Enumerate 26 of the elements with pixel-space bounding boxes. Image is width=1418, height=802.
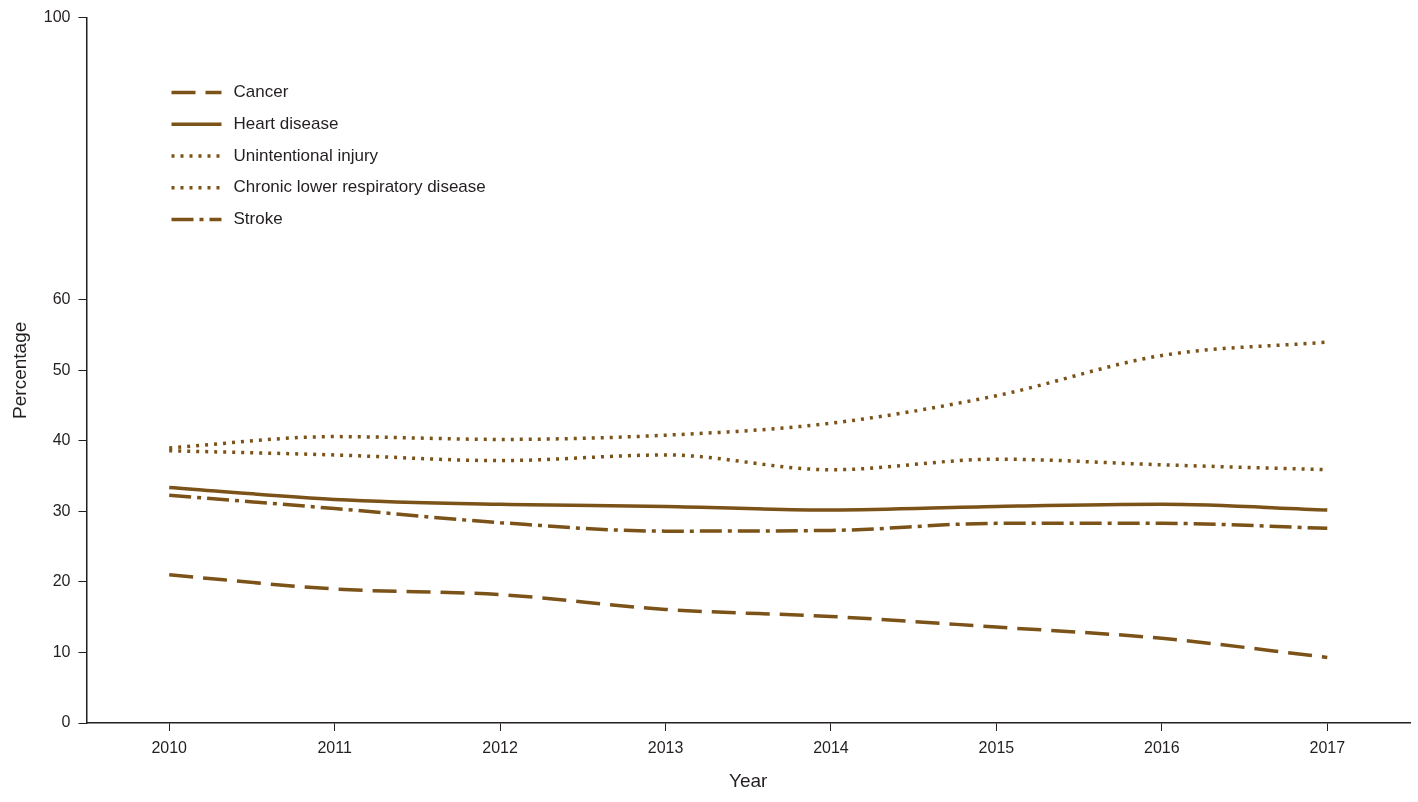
y-tick-label: 50 — [52, 360, 71, 378]
legend-label: Stroke — [233, 209, 283, 229]
x-axis-title: Year — [729, 769, 769, 791]
y-tick-label: 20 — [52, 572, 71, 590]
x-tick-label: 2010 — [151, 739, 188, 757]
y-tick-label: 10 — [52, 642, 71, 660]
legend-label: Heart disease — [233, 113, 339, 133]
y-tick-label: 0 — [61, 713, 71, 731]
line-series — [167, 573, 1330, 660]
legend-label: Cancer — [233, 82, 289, 102]
x-tick-label: 2012 — [482, 739, 518, 757]
x-tick-label: 2016 — [1144, 739, 1180, 757]
y-tick-label: 40 — [52, 431, 71, 449]
y-tick-label: 30 — [52, 501, 71, 519]
x-tick-label: 2011 — [317, 739, 352, 757]
legend-label: Chronic lower respiratory disease — [233, 177, 486, 197]
x-tick-label: 2015 — [978, 739, 1015, 757]
x-tick-label: 2017 — [1309, 739, 1346, 757]
y-tick-label: 60 — [52, 290, 71, 308]
y-axis-title: Percentage — [8, 321, 30, 419]
legend-label: Unintentional injury — [233, 145, 379, 165]
x-tick-label: 2013 — [647, 739, 684, 757]
x-tick-label: 2014 — [813, 739, 849, 757]
line-series — [167, 485, 1330, 512]
line-series — [167, 493, 1330, 533]
y-tick-label: 100 — [43, 8, 71, 26]
